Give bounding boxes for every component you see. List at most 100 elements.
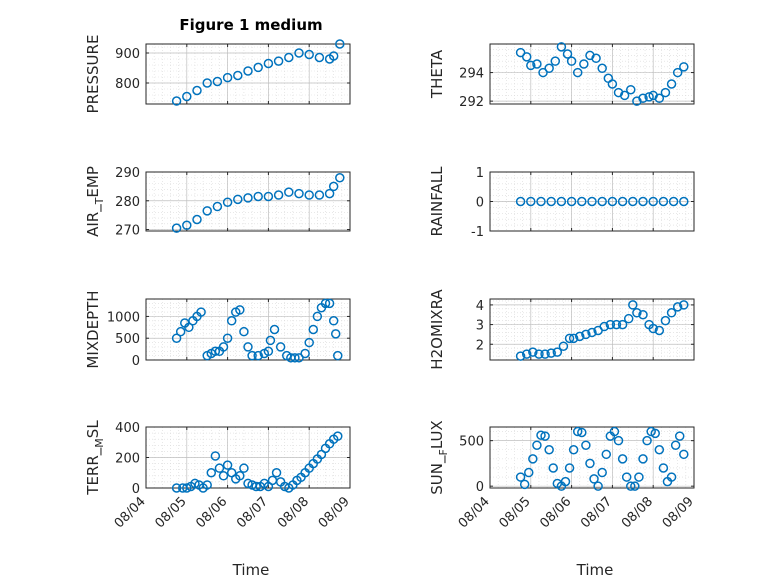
axes-box	[145, 43, 351, 105]
data-point	[212, 201, 223, 212]
data-point	[581, 329, 591, 340]
data-point	[623, 313, 634, 324]
data-point	[171, 96, 182, 106]
subplot-terr-msl: 0 200 400 TERR_MSL 08/04 08/05 08/06 08/07 08/08…	[84, 420, 353, 532]
data-point	[540, 431, 550, 441]
data-point	[601, 449, 612, 460]
data-point	[192, 214, 202, 225]
data-point	[607, 79, 618, 89]
x-tick-label: 08/09	[660, 494, 697, 531]
data-point	[666, 472, 677, 482]
data-point	[202, 206, 212, 216]
data-point	[251, 481, 261, 492]
data-point	[638, 309, 648, 320]
data-point	[544, 445, 554, 455]
y-tick-label: 400	[115, 421, 140, 436]
data-point	[666, 308, 677, 318]
data-point	[532, 440, 542, 450]
data-point	[328, 316, 339, 326]
data-point	[674, 431, 685, 441]
x-tick-label: 08/04	[456, 494, 493, 531]
data-point	[233, 70, 243, 81]
data-point	[644, 92, 654, 102]
subplot-grid: 800 900 PRESSURE 292 294 THETA 270 280 290 AIR_TE…	[84, 35, 697, 532]
data-point	[218, 471, 229, 481]
y-tick-label: 292	[459, 95, 484, 110]
data-point	[638, 454, 648, 464]
data-point	[521, 52, 532, 62]
data-point	[597, 196, 607, 207]
data-point	[566, 56, 577, 66]
data-point	[253, 62, 263, 73]
data-point	[538, 67, 548, 78]
data-point	[658, 463, 669, 473]
data-point	[335, 173, 345, 183]
data-point	[605, 319, 616, 330]
data-point	[654, 93, 665, 104]
y-tick-label: 290	[115, 166, 140, 181]
data-point	[599, 321, 609, 332]
data-point	[192, 85, 202, 96]
data-point	[239, 326, 249, 337]
data-point	[235, 305, 245, 315]
data-point	[617, 319, 628, 330]
data-point	[526, 196, 536, 207]
x-tick-label: 08/04	[112, 494, 149, 531]
data-point	[597, 63, 607, 74]
data-point	[515, 196, 526, 207]
data-point	[233, 194, 243, 205]
data-point	[182, 220, 192, 230]
axes-box	[145, 298, 351, 361]
data-point	[190, 478, 200, 489]
data-point	[626, 84, 636, 95]
data-point	[222, 197, 233, 207]
y-tick-label: 280	[115, 195, 140, 210]
data-point	[333, 431, 343, 441]
data-point	[679, 196, 689, 207]
data-point	[222, 72, 233, 83]
data-point	[284, 52, 294, 63]
data-point	[214, 463, 225, 473]
x-tick-label: 08/07	[234, 494, 271, 531]
data-point	[300, 348, 310, 359]
data-point	[273, 190, 284, 200]
subplot-theta: 292 294 THETA	[428, 42, 695, 110]
data-point	[648, 196, 658, 207]
data-point	[558, 341, 569, 351]
data-point	[603, 73, 614, 84]
data-point	[210, 346, 221, 357]
data-point	[568, 333, 579, 344]
data-point	[267, 475, 278, 486]
data-point	[544, 63, 554, 74]
data-point	[263, 191, 274, 202]
data-point	[273, 56, 284, 66]
y-tick-label: 800	[115, 77, 140, 92]
data-point	[206, 468, 217, 478]
data-point	[175, 326, 186, 337]
data-point	[621, 472, 632, 482]
y-tick-label: 1000	[107, 310, 140, 325]
y-tick-label: 0	[132, 482, 140, 497]
data-point	[579, 59, 589, 69]
x-tick-label: 08/06	[193, 494, 230, 531]
x-tick-label: 08/06	[537, 494, 574, 531]
data-point	[524, 467, 534, 478]
data-point	[628, 300, 638, 310]
data-point	[589, 474, 599, 484]
data-point	[630, 481, 640, 491]
data-point	[577, 196, 587, 207]
data-point	[324, 298, 335, 309]
data-point	[269, 324, 280, 335]
data-point	[568, 445, 579, 455]
y-tick-label: 1	[476, 166, 484, 181]
data-point	[564, 333, 575, 344]
data-point	[642, 435, 652, 446]
data-point	[212, 76, 223, 87]
subplot-rainfall: -1 0 1 RAINFALL	[428, 166, 695, 240]
data-point	[654, 325, 665, 336]
y-axis-label: SUN_FLUX	[428, 420, 450, 494]
data-point	[515, 351, 526, 361]
y-tick-label: 0	[476, 196, 484, 211]
data-point	[546, 348, 556, 358]
